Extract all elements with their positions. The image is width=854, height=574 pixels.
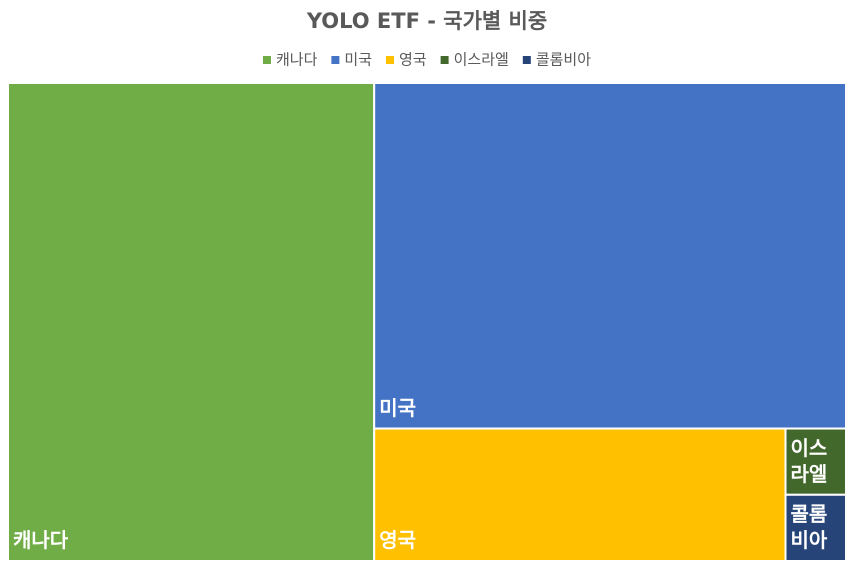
legend: 캐나다 미국 영국 이스라엘 콜롬비아	[262, 51, 591, 69]
legend-item: 영국	[386, 51, 427, 69]
legend-label: 미국	[344, 51, 372, 69]
legend-item: 콜롬비아	[522, 51, 591, 69]
tile-label: 캐나다	[13, 528, 69, 552]
tile-label-box: 영국	[379, 528, 417, 552]
tile	[784, 493, 848, 562]
legend-swatch	[522, 56, 531, 64]
legend-label: 캐나다	[276, 51, 318, 69]
legend-item: 미국	[331, 51, 372, 69]
legend-swatch	[440, 56, 449, 64]
tile	[784, 427, 848, 496]
legend-item: 이스라엘	[440, 51, 509, 69]
tile-label-box: 콜롬비아	[790, 501, 828, 552]
legend-swatch	[386, 56, 394, 64]
tile-label-box: 캐나다	[13, 528, 69, 552]
tile	[373, 427, 787, 562]
legend-label: 이스라엘	[454, 51, 509, 69]
legend-label: 영국	[399, 51, 427, 69]
tile-label-box: 이스라엘	[790, 435, 828, 486]
tile-label: 콜롬비아	[790, 501, 828, 552]
tile	[7, 82, 376, 562]
tile-label: 미국	[379, 395, 417, 420]
legend-swatch	[331, 56, 340, 64]
tile-label: 이스라엘	[790, 435, 828, 486]
tile-label: 영국	[379, 528, 417, 552]
legend-swatch	[262, 56, 271, 64]
tile	[373, 82, 847, 430]
tile-label-box: 미국	[379, 395, 417, 420]
chart-title: YOLO ETF - 국가별 비중	[306, 9, 547, 33]
legend-item: 캐나다	[262, 51, 318, 69]
legend-label: 콜롬비아	[536, 51, 591, 69]
